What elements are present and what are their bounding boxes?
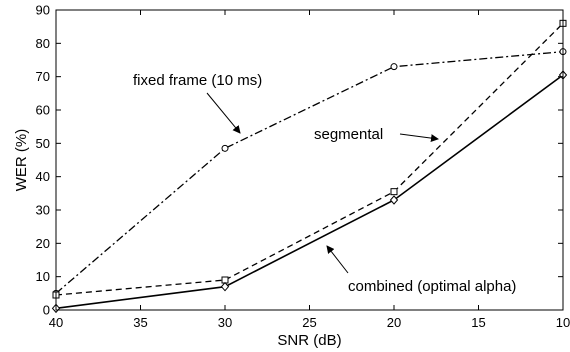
x-tick-label: 10 [556,315,570,330]
y-tick-label: 30 [36,203,50,218]
annotation-fixed-frame: fixed frame (10 ms) [133,72,262,89]
series-line-dashed [55,22,564,296]
series-layer [51,19,568,314]
annotation-segmental: segmental [314,126,383,143]
data-point-diamond [389,195,399,205]
plot-area [56,10,563,310]
y-tick-label: 50 [36,136,50,151]
annotation-arrow-combined [326,245,349,274]
y-tick-label: 80 [36,36,50,51]
data-point-circle [221,144,229,152]
y-tick-label: 40 [36,169,50,184]
y-tick-label: 10 [36,269,50,284]
x-tick-label: 30 [218,315,232,330]
annotation-combined: combined (optimal alpha) [348,278,516,295]
x-tick-label: 40 [49,315,63,330]
data-point-diamond [220,281,230,292]
y-tick-label: 20 [36,236,50,251]
y-tick-label: 0 [43,303,50,318]
y-tick-label: 70 [36,69,50,84]
y-tick-label: 90 [36,3,50,18]
x-axis-title: SNR (dB) [277,332,341,349]
x-tick-label: 25 [302,315,316,330]
data-point-square [390,188,398,196]
y-tick-label: 60 [36,103,50,118]
x-tick-label: 20 [387,315,401,330]
annotation-arrow-segmental [399,133,439,143]
y-axis-title: WER (%) [13,129,30,192]
data-point-circle [390,63,398,71]
series-line-dash-dot [55,51,564,294]
x-tick-label: 35 [133,315,147,330]
annotation-arrow-fixed-frame [206,92,241,134]
ticks-layer: 0 10 20 30 40 50 60 70 80 90 40 35 30 25 20 15 10 [36,3,570,331]
x-tick-label: 15 [471,315,485,330]
series-line-solid [55,74,564,310]
